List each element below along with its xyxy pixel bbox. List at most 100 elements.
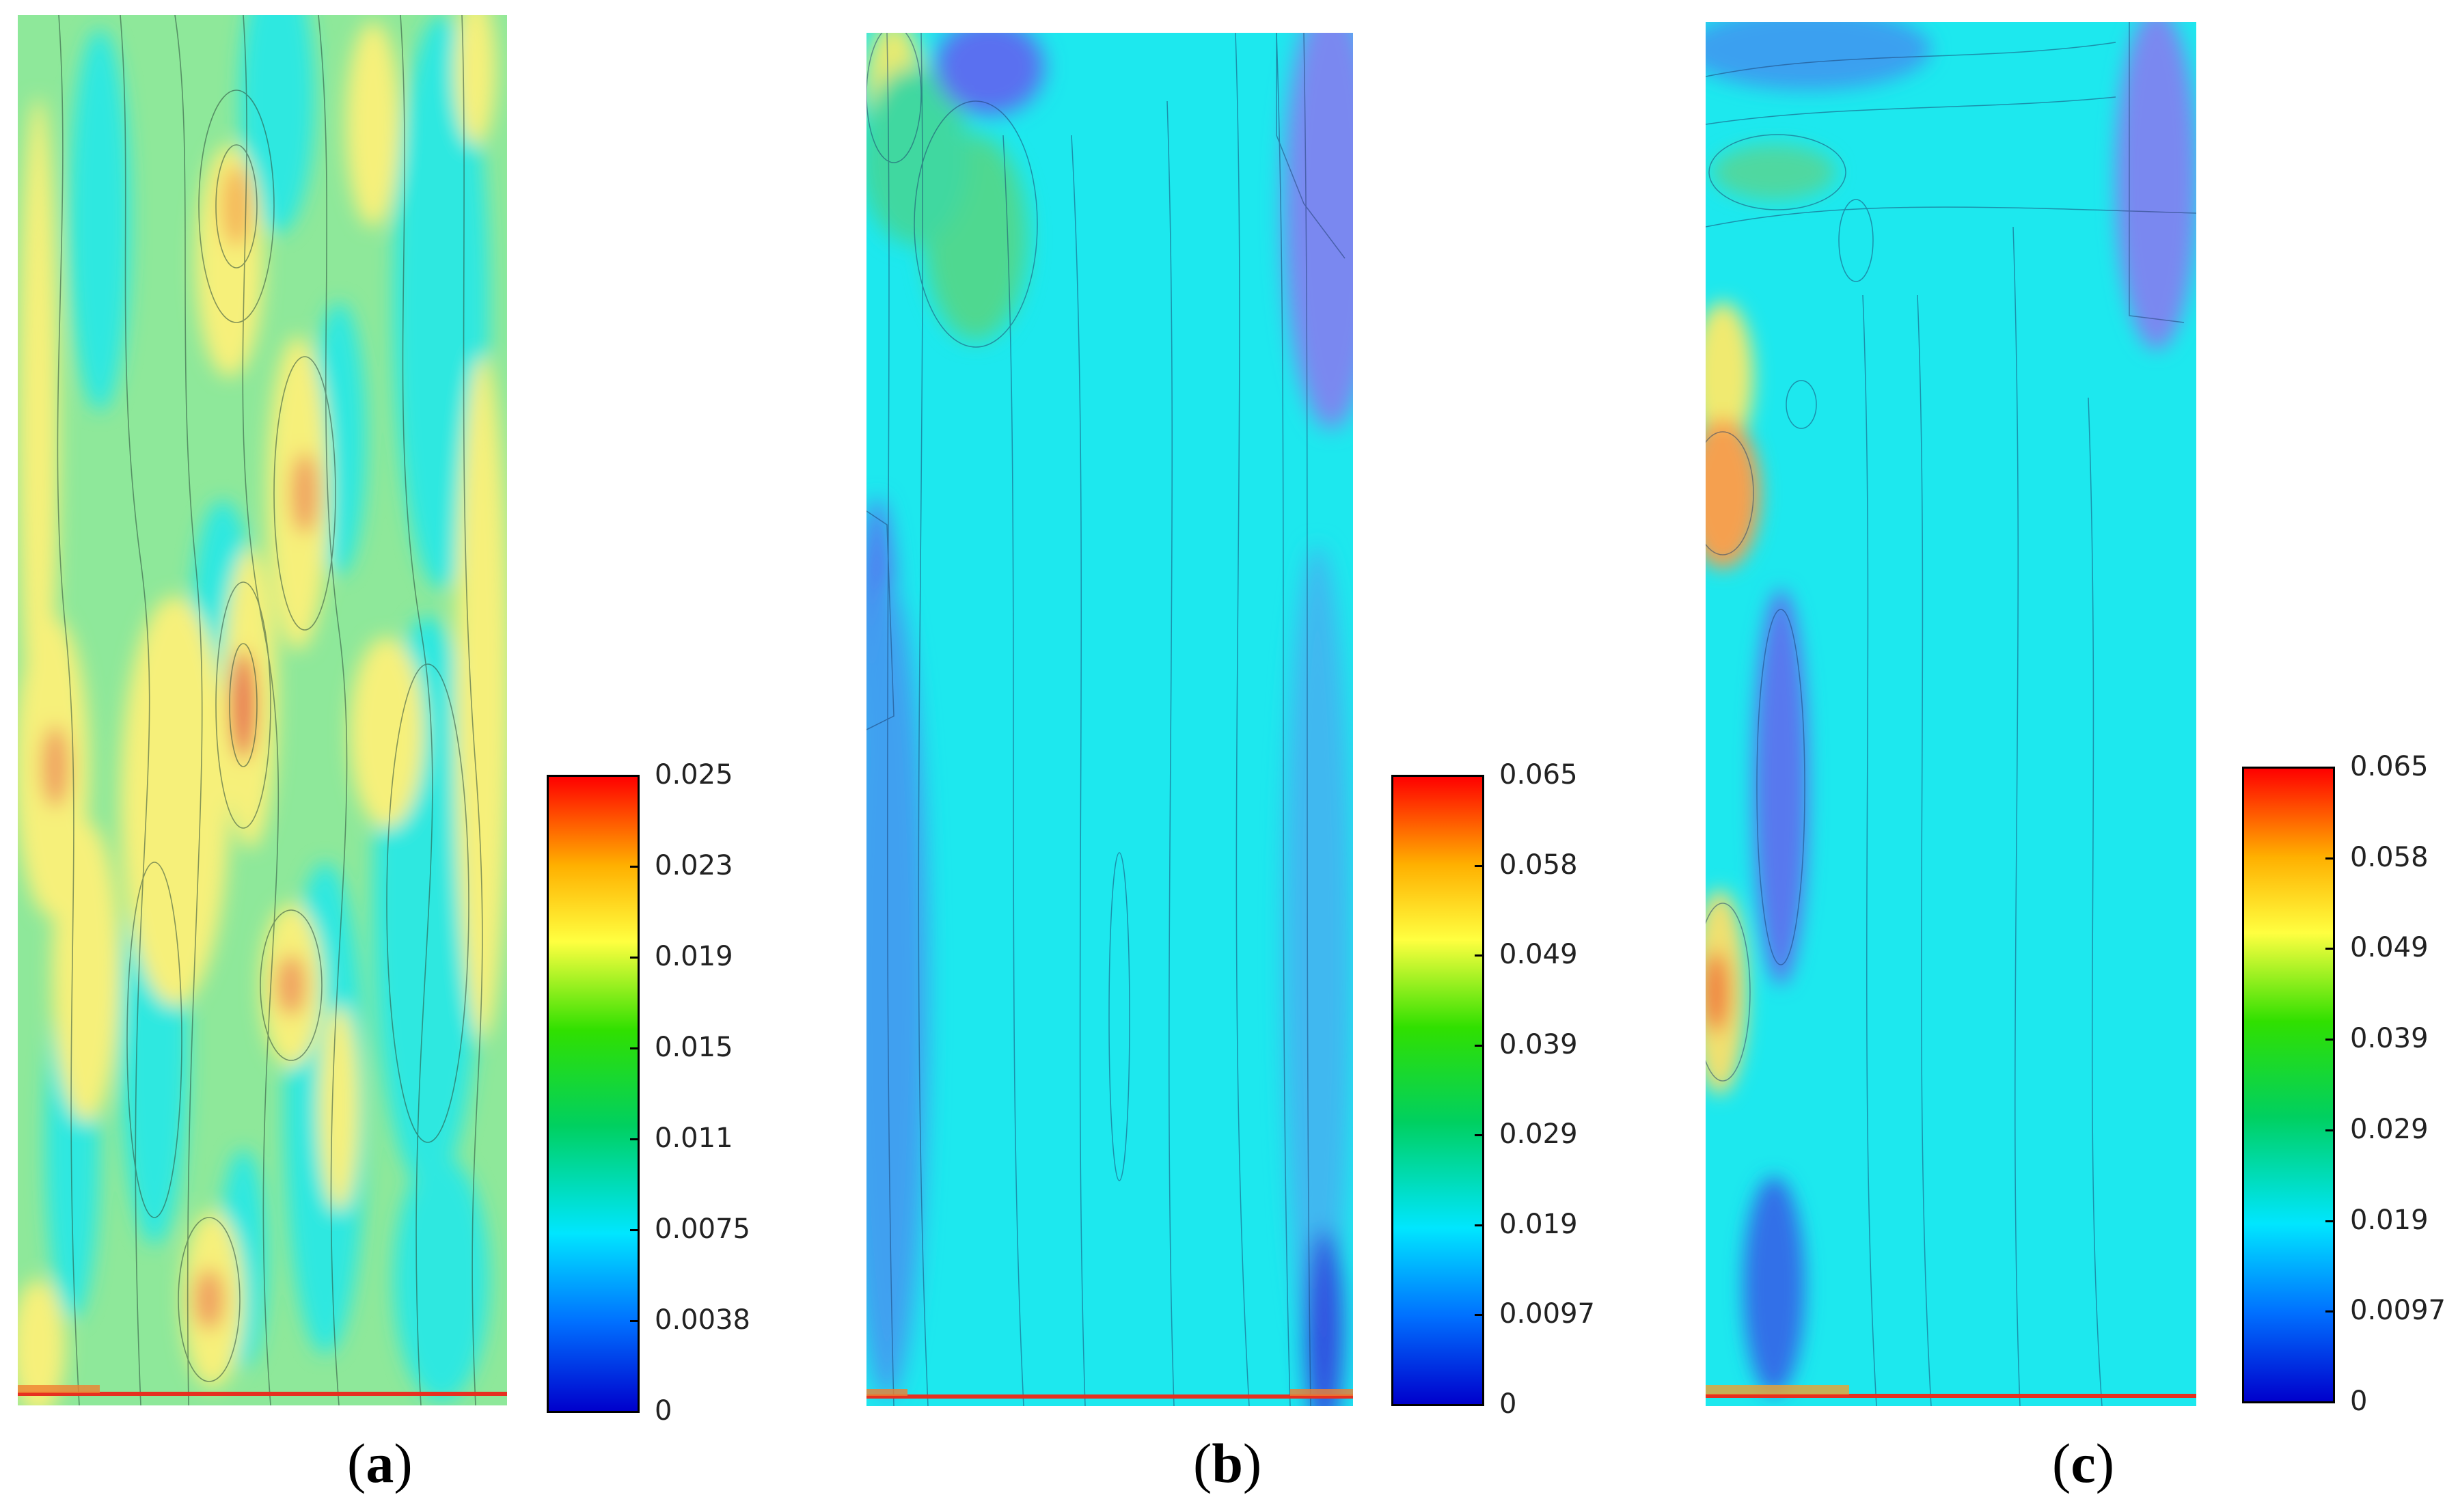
colorbar-tick-mark bbox=[2325, 1310, 2335, 1313]
colorbar-tick-mark bbox=[1475, 1404, 1484, 1406]
colorbar-tick-mark bbox=[630, 866, 640, 868]
colorbar-tick-mark bbox=[2325, 1220, 2335, 1222]
colorbar-tick-label: 0.025 bbox=[655, 759, 733, 791]
contour-line bbox=[126, 862, 182, 1218]
high-region bbox=[120, 596, 230, 1006]
contour-line bbox=[215, 144, 258, 269]
colorbar-tick-mark bbox=[630, 1138, 640, 1140]
low-region bbox=[1753, 589, 1808, 985]
peak bbox=[291, 452, 318, 534]
colorbar-tick-label: 0.029 bbox=[2350, 1113, 2429, 1145]
peak bbox=[231, 650, 256, 760]
contour-line bbox=[1756, 609, 1805, 965]
high-region bbox=[1712, 145, 1835, 200]
high-region bbox=[346, 22, 400, 227]
peak bbox=[1706, 951, 1730, 1033]
colorbar-tick-label: 0.023 bbox=[655, 850, 733, 881]
panel-b: (b) 0.065 0.058 0.049 0.039 0.029 0.019 0.0097… bbox=[820, 0, 1674, 1512]
low-region bbox=[1283, 33, 1353, 429]
contour-line bbox=[461, 15, 483, 1405]
bottom-boundary-line bbox=[1706, 1394, 2196, 1398]
contour-line bbox=[1706, 431, 1754, 555]
caption-a: (a) bbox=[347, 1432, 413, 1494]
colorbar-tick-label: 0.058 bbox=[1499, 849, 1578, 881]
colorbar-tick-mark bbox=[630, 1229, 640, 1231]
panel-c: (c) 0.065 0.058 0.049 0.039 0.029 0.019 0.0097… bbox=[1674, 0, 2458, 1512]
contour-line bbox=[1838, 199, 1874, 282]
contour-line bbox=[120, 15, 150, 1405]
contour-field-a bbox=[18, 15, 507, 1405]
low-region bbox=[935, 33, 1044, 115]
contour-line bbox=[1071, 135, 1086, 1406]
contour-line bbox=[2012, 226, 2021, 1406]
bottom-boundary-glow bbox=[1290, 1389, 1353, 1396]
contour-field-b bbox=[866, 33, 1353, 1406]
contour-line bbox=[886, 33, 895, 1406]
colorbar-tick-mark bbox=[1475, 864, 1484, 867]
colorbar-tick-label: 0.049 bbox=[1499, 939, 1578, 971]
contour-line bbox=[2088, 397, 2103, 1406]
contour-line bbox=[198, 90, 275, 323]
low-region bbox=[1706, 22, 1931, 90]
high-region bbox=[349, 637, 424, 828]
high-region bbox=[866, 67, 969, 245]
colorbar-tick-label: 0 bbox=[1499, 1388, 1517, 1420]
contour-line bbox=[866, 510, 895, 730]
colorbar-tick-label: 0 bbox=[2350, 1386, 2368, 1417]
colorbar-b bbox=[1391, 775, 1484, 1406]
colorbar-tick-mark bbox=[1475, 1134, 1484, 1137]
low-region bbox=[2116, 22, 2196, 350]
peak bbox=[221, 165, 251, 247]
bottom-boundary-glow bbox=[866, 1389, 907, 1396]
contour-line bbox=[400, 15, 433, 1405]
contour-line bbox=[866, 33, 922, 163]
colorbar-tick-label: 0.0075 bbox=[655, 1213, 750, 1245]
colorbar-tick-mark bbox=[630, 775, 640, 777]
contour-line bbox=[229, 643, 258, 767]
contour-line bbox=[2129, 22, 2185, 323]
contour-line bbox=[57, 15, 80, 1405]
colorbar-tick-mark bbox=[630, 1411, 640, 1413]
contour-line bbox=[1706, 903, 1751, 1082]
colorbar-tick-mark bbox=[2325, 1401, 2335, 1403]
colorbar-tick-label: 0.019 bbox=[655, 941, 733, 972]
peak bbox=[194, 1269, 224, 1330]
high-region bbox=[455, 15, 496, 145]
bottom-boundary-line bbox=[18, 1392, 507, 1396]
low-region bbox=[1305, 1228, 1343, 1406]
colorbar-tick-mark bbox=[2325, 767, 2335, 769]
bottom-boundary-glow bbox=[1706, 1385, 1849, 1394]
contour-line bbox=[1002, 135, 1024, 1406]
contour-line bbox=[174, 15, 203, 1405]
contour-line bbox=[260, 909, 323, 1061]
colorbar-tick-mark bbox=[2325, 1129, 2335, 1131]
contour-line bbox=[273, 356, 336, 631]
high-region bbox=[52, 821, 120, 1122]
colorbar-tick-mark bbox=[630, 1047, 640, 1049]
contour-plot-c bbox=[1706, 22, 2196, 1406]
colorbar-tick-label: 0 bbox=[655, 1395, 672, 1427]
contour-line bbox=[1706, 96, 2116, 125]
contour-line bbox=[1706, 42, 2116, 77]
colorbar-tick-label: 0.065 bbox=[2350, 751, 2429, 782]
contour-line bbox=[1108, 852, 1130, 1181]
contour-plot-b bbox=[866, 33, 1353, 1406]
low-region bbox=[394, 1156, 489, 1402]
colorbar-tick-mark bbox=[1475, 1044, 1484, 1047]
contour-line bbox=[1235, 33, 1250, 1406]
colorbar-tick-label: 0.039 bbox=[2350, 1023, 2429, 1055]
colorbar-tick-mark bbox=[2325, 1039, 2335, 1041]
colorbar-tick-mark bbox=[630, 1320, 640, 1322]
contour-line bbox=[1708, 134, 1846, 210]
contour-line bbox=[1276, 33, 1291, 1406]
panel-a: (a) 0.025 0.023 0.019 0.015 0.011 0.0075 0.003… bbox=[0, 0, 820, 1512]
colorbar-tick-label: 0.019 bbox=[1499, 1208, 1578, 1240]
contour-line bbox=[242, 15, 279, 1405]
colorbar-tick-mark bbox=[1475, 1224, 1484, 1226]
low-region bbox=[240, 15, 315, 234]
colorbar-tick-label: 0.0097 bbox=[2350, 1295, 2446, 1327]
contour-line bbox=[318, 15, 348, 1405]
high-region bbox=[18, 1279, 66, 1405]
colorbar-tick-label: 0.029 bbox=[1499, 1118, 1578, 1151]
colorbar-tick-mark bbox=[2325, 857, 2335, 860]
